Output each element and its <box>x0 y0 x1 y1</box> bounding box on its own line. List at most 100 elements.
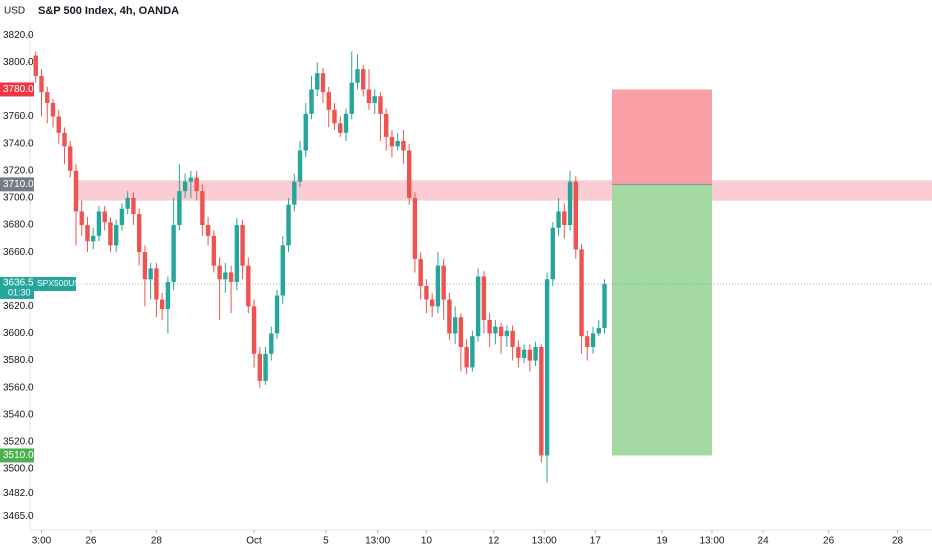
candle-body <box>297 150 303 182</box>
x-tick-label: 5 <box>323 536 329 547</box>
candle-body <box>188 177 194 182</box>
candle-body <box>108 222 113 246</box>
y-tick-label: 3740.0 <box>3 138 34 149</box>
candle-body <box>263 353 268 381</box>
candle-body <box>194 177 199 192</box>
stop-area <box>611 89 712 185</box>
candle-body <box>401 140 406 151</box>
x-tick-label: 13:00 <box>532 536 557 547</box>
stop-label: 3780.0 <box>3 84 34 95</box>
candle-body <box>366 89 372 104</box>
candle-body <box>498 326 504 337</box>
candle-body <box>596 328 601 334</box>
candle-body <box>303 113 308 151</box>
y-tick-label: 3680.0 <box>3 220 34 231</box>
candle-body <box>131 197 136 215</box>
candle-body <box>355 69 360 83</box>
candle-body <box>395 140 400 147</box>
candle-body <box>435 265 441 307</box>
candle-body <box>39 75 44 93</box>
x-tick-label: 26 <box>823 536 835 547</box>
resistance-zone <box>74 180 932 201</box>
candle-body <box>452 317 458 334</box>
candle-body <box>447 299 452 334</box>
last-price-label: 3636.5 <box>3 278 34 289</box>
candle-body <box>481 276 487 320</box>
candle-body <box>205 225 211 236</box>
candle-body <box>527 349 533 361</box>
candle-body <box>68 146 73 171</box>
y-tick-label: 3580.0 <box>3 355 34 366</box>
symbol-label: SPX500USD <box>37 278 86 288</box>
chart-title: S&P 500 Index, 4h, OANDA <box>38 5 179 17</box>
candle-body <box>280 245 285 296</box>
x-tick-label: 26 <box>85 536 97 547</box>
candle-body <box>50 103 56 117</box>
x-tick-label: 19 <box>656 536 668 547</box>
candle-body <box>165 281 171 310</box>
candle-body <box>516 347 521 358</box>
candle-body <box>579 249 584 337</box>
target-badge <box>0 448 34 463</box>
symbol-badge <box>34 276 76 291</box>
candle-body <box>429 299 435 307</box>
candle-body <box>332 109 337 124</box>
x-tick-label: 10 <box>421 536 433 547</box>
x-tick-label: 28 <box>892 536 904 547</box>
candle-body <box>286 204 291 246</box>
x-tick-label: 3:00 <box>32 536 52 547</box>
x-tick-label: 28 <box>151 536 163 547</box>
x-tick-label: 24 <box>758 536 770 547</box>
x-tick-label: 13:00 <box>365 536 390 547</box>
candle-body <box>125 197 130 209</box>
candle-body <box>274 295 280 334</box>
candle-body <box>562 211 567 226</box>
candle-body <box>556 211 561 228</box>
candle-body <box>338 123 343 133</box>
candle-body <box>217 265 222 280</box>
candle-body <box>378 96 383 114</box>
candle-body <box>539 347 544 456</box>
y-tick-label: 3520.0 <box>3 437 34 448</box>
candle-body <box>228 272 234 282</box>
candle-body <box>56 116 61 133</box>
candle-body <box>171 225 176 282</box>
candle-body <box>487 319 492 334</box>
candle-body <box>521 349 527 358</box>
candle-body <box>96 211 102 236</box>
candle-body <box>200 191 205 226</box>
candle-body <box>372 96 377 104</box>
x-tick-label: 13:00 <box>699 536 724 547</box>
last-price-badge <box>0 276 34 299</box>
candle-body <box>113 225 119 246</box>
target-label: 3510.0 <box>3 450 34 461</box>
currency: USD <box>4 6 25 17</box>
y-tick-label: 3660.0 <box>3 247 34 258</box>
candle-body <box>154 268 159 300</box>
y-tick-label: 3820.0 <box>3 30 34 41</box>
candle-body <box>223 272 228 280</box>
candle-body <box>211 235 217 266</box>
candle-body <box>234 225 240 282</box>
y-tick-label: 3500.0 <box>3 464 34 475</box>
x-tick-label: 12 <box>488 536 500 547</box>
candle-body <box>510 330 515 348</box>
countdown-label: 01:30 <box>8 287 31 297</box>
candle-body <box>424 286 429 300</box>
candle-body <box>441 265 446 300</box>
candle-body <box>470 336 475 368</box>
candle-body <box>62 132 67 147</box>
candle-body <box>590 333 596 348</box>
candle-body <box>246 265 251 307</box>
candle-body <box>79 211 84 226</box>
candle-body <box>102 211 107 223</box>
candle-body <box>464 347 469 368</box>
y-tick-label: 3800.0 <box>3 57 34 68</box>
candle-body <box>533 347 538 361</box>
y-tick-label: 3760.0 <box>3 111 34 122</box>
candle-body <box>326 92 331 110</box>
y-tick-label: 3540.0 <box>3 409 34 420</box>
candle-body <box>544 279 550 456</box>
